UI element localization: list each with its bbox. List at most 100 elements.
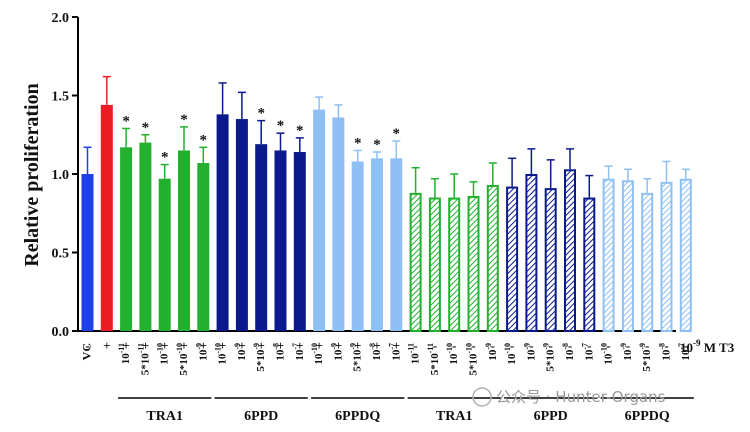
significance-marker: * [354,135,362,151]
bar [178,150,190,331]
bar [621,180,634,332]
x-tick-label: VC [80,343,94,360]
t3-sign: - [433,338,437,353]
t3-sign: + [296,338,303,353]
x-tick-label: 5*10-11 [426,343,441,375]
bar [660,181,673,332]
t3-sign: + [103,338,110,353]
y-tick-label: 0.5 [52,247,70,262]
t3-sign: + [142,338,149,353]
t3-sign: + [373,338,380,353]
x-tick-label: 10-8 [368,343,383,361]
x-tick-label: 10-10 [310,343,325,365]
bar-group [525,148,538,332]
bar-group [428,177,441,332]
t3-sign: - [645,338,649,353]
x-tick-label: 5*10-9 [349,343,364,372]
bar [100,104,113,331]
t3-sign: - [568,338,572,353]
bar-group [660,160,673,332]
t3-sign: - [452,338,456,353]
y-tick-label: 0.0 [52,325,70,340]
x-tick-label: 10-10 [445,343,460,365]
bar [197,163,210,331]
bar-group [81,146,94,331]
t3-sign: + [161,338,168,353]
t3-sign: - [587,338,591,353]
significance-marker: * [122,113,130,129]
significance-marker: * [180,112,188,128]
bar-group: * [351,135,364,331]
x-tick-label: 5*10-9 [638,343,653,372]
bar [641,192,654,332]
t3-sign: + [238,338,245,353]
bar-group: * [139,120,152,331]
x-tick-label: 10-10 [214,343,229,365]
x-tick-label: 5*10-11 [136,343,151,375]
significance-marker: * [296,123,304,139]
t3-sign: + [335,338,342,353]
t3-label: 10-9 M T3 [680,338,735,355]
significance-marker: * [277,118,285,134]
t3-sign: - [471,338,475,353]
bar-group [235,91,248,331]
bar-group [544,159,557,332]
x-tick-label: 10-8 [272,343,287,361]
bar [390,158,403,331]
x-tick-label: 10-7 [387,343,402,361]
x-tick-label: 10-8 [658,343,673,361]
watermark-text: 公众号 · Hunter-Organs [496,388,666,406]
bar-group [679,168,692,332]
bar-group [467,181,480,332]
bar [81,174,94,331]
y-tick-label: 1.5 [52,90,70,105]
bar [409,192,422,332]
watermark: 公众号 · Hunter-Organs [472,387,666,407]
bar [602,178,615,332]
t3-sign: - [491,338,495,353]
significance-marker: * [142,120,150,136]
y-tick-label: 2.0 [52,11,70,26]
bar-group: * [255,106,268,331]
bar [371,158,383,331]
significance-marker: * [200,132,208,148]
bars: * * * * * * * * * * * [81,75,692,332]
bar [467,195,480,332]
bar [428,197,441,332]
bar-group [332,104,345,331]
t3-sign: - [529,338,533,353]
group-label: 6PPDQ [625,409,670,424]
t3-sign: + [393,338,400,353]
bar [255,144,268,331]
significance-marker: * [161,150,169,166]
x-tick-label: 10-10 [503,343,518,365]
bar-group: * [293,123,306,331]
t3-sign: - [684,338,688,353]
bar-group [448,173,461,332]
t3-sign: + [219,338,226,353]
t3-sign: + [200,338,207,353]
wechat-icon [472,387,492,407]
bar [158,178,171,331]
bar-group: * [390,126,403,331]
bar [293,152,306,331]
significance-marker: * [393,126,401,142]
t3-sign: + [122,338,129,353]
t3-sign: - [664,338,668,353]
group-label: TRA1 [436,409,473,424]
t3-sign: - [549,338,553,353]
bar [679,178,692,332]
t3-sign: + [354,338,361,353]
group-labels: TRA1 6PPD 6PPDQ TRA1 6PPD 6PPDQ [118,397,694,424]
x-tick-label: 10-8 [561,343,576,361]
bar [351,161,364,331]
x-tick-label: 10-7 [580,343,595,361]
x-tick-label: 10-9 [484,343,499,361]
x-tick-label: 10-7 [291,343,306,361]
x-tick-label: 10-9 [329,343,344,361]
bar [274,150,287,331]
t3-sign: + [277,338,284,353]
x-tick-label: 5*10-10 [465,343,480,376]
bar-group [409,166,422,332]
